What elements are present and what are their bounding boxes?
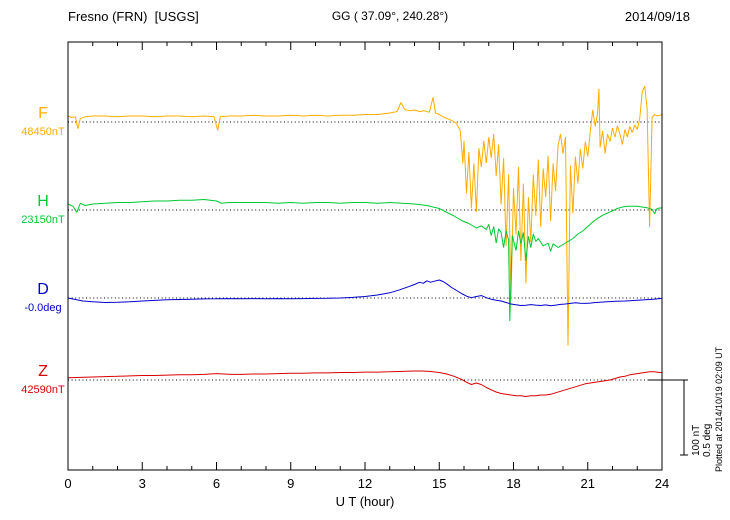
- channel-letter-F: F: [38, 105, 48, 122]
- channel-label-Z: Z 42590nT: [7, 363, 79, 396]
- channel-label-H: H 23150nT: [7, 193, 79, 226]
- plot-date: 2014/09/18: [624, 9, 690, 24]
- channel-label-D: D -0.0deg: [7, 281, 79, 314]
- plot-frame: [67, 41, 663, 471]
- trace-H: [67, 199, 663, 322]
- channel-baseline-D: -0.0deg: [24, 302, 62, 314]
- x-tick-label: 0: [64, 476, 71, 491]
- x-axis-label: U T (hour): [335, 494, 395, 509]
- geographic-coordinates: GG ( 37.09°, 240.28°): [331, 9, 449, 23]
- x-tick-label: 15: [432, 476, 446, 491]
- station-title: Fresno (FRN) [USGS]: [68, 9, 199, 24]
- x-tick-label: 24: [655, 476, 669, 491]
- channel-letter-H: H: [37, 193, 49, 210]
- channel-letter-D: D: [37, 281, 49, 298]
- x-tick-label: 21: [581, 476, 595, 491]
- trace-F: [67, 85, 663, 346]
- plotted-at-timestamp: Plotted at 2014/10/19 02:09 UT: [714, 346, 724, 472]
- x-tick-label: 12: [358, 476, 372, 491]
- trace-Z: [67, 370, 662, 397]
- trace-D: [67, 279, 663, 307]
- scale-bar-labels: 100 nT 0.5 deg: [691, 424, 713, 457]
- channel-baseline-Z: 42590nT: [21, 384, 65, 396]
- channel-label-F: F 48450nT: [7, 105, 79, 138]
- channel-letter-Z: Z: [38, 363, 48, 380]
- scale-label-deg: 0.5 deg: [702, 423, 713, 457]
- channel-baseline-H: 23150nT: [21, 214, 65, 226]
- x-tick-label: 18: [506, 476, 520, 491]
- x-tick-label: 9: [287, 476, 294, 491]
- channel-baseline-F: 48450nT: [21, 126, 65, 138]
- scale-label-nt: 100 nT: [691, 424, 702, 456]
- x-tick-label: 6: [213, 476, 220, 491]
- x-tick-label: 3: [139, 476, 146, 491]
